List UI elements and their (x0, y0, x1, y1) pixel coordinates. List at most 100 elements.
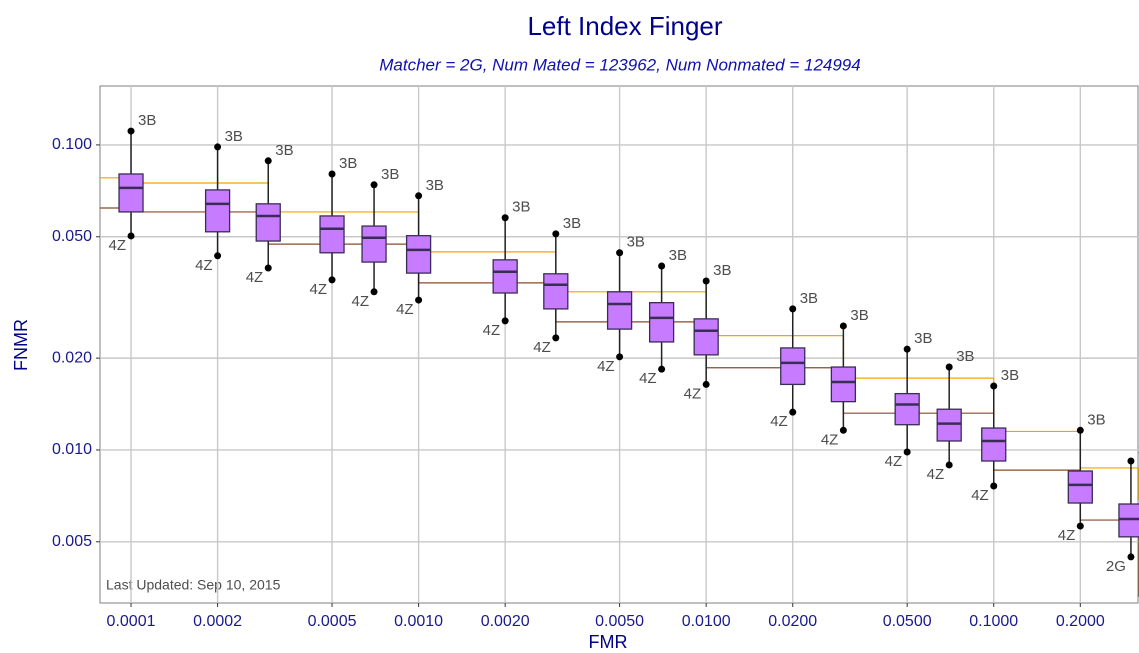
box-group: 3B 4Z (885, 330, 933, 470)
max-point (658, 262, 666, 270)
box (1118, 503, 1139, 538)
max-label: 3B (381, 166, 399, 183)
box (543, 273, 569, 310)
max-point (903, 345, 911, 353)
min-point (789, 408, 797, 416)
min-point (839, 426, 847, 434)
min-label: 4Z (770, 413, 788, 430)
max-point (552, 230, 560, 238)
box (405, 235, 432, 274)
y-tick-label: 0.010 (52, 441, 92, 458)
y-tick-label: 0.050 (52, 228, 92, 245)
box-group: 3B 4Z (310, 155, 358, 298)
max-point (839, 322, 847, 330)
max-point (264, 157, 272, 165)
x-tick-label: 0.0001 (107, 613, 156, 630)
max-label: 3B (1001, 367, 1019, 384)
min-point (1076, 522, 1084, 530)
box (780, 347, 806, 386)
box-group: 3B 4Z (597, 234, 645, 375)
box (936, 408, 962, 442)
chart-subtitle: Matcher = 2G, Num Mated = 123962, Num No… (379, 55, 860, 74)
box-group: 3B 4Z (195, 128, 243, 274)
min-label: 4Z (1058, 527, 1076, 544)
plot-area: 3B 4Z 3B 4Z 3B 4Z 3B 4Z 3B 4Z 3B 4Z 3B 4Z 3B 4Z 3B 4Z 3B 4Z… (100, 86, 1139, 603)
min-label: 4Z (597, 358, 615, 375)
min-point (328, 276, 336, 284)
max-point (1076, 426, 1084, 434)
box (894, 392, 920, 426)
min-label: 4Z (310, 281, 328, 298)
box (204, 189, 231, 233)
min-label: 2G (1106, 558, 1126, 575)
min-point (415, 296, 423, 304)
min-point (264, 264, 272, 272)
grid (100, 86, 1139, 603)
y-tick-label: 0.100 (52, 136, 92, 153)
max-label: 3B (275, 142, 293, 159)
min-label: 4Z (971, 487, 989, 504)
y-axis-label: FNMR (11, 319, 31, 371)
min-point (552, 334, 560, 342)
box-group: 3B 4Z (1058, 411, 1106, 544)
box (361, 225, 387, 263)
max-label: 3B (850, 307, 868, 324)
max-point (328, 170, 336, 178)
box-group: 3B 4Z (483, 199, 531, 339)
min-point (702, 380, 710, 388)
max-point (789, 305, 797, 313)
min-point (1127, 553, 1135, 561)
box (255, 203, 281, 242)
x-tick-label: 0.0010 (394, 613, 443, 630)
max-label: 3B (138, 112, 156, 129)
max-label: 3B (512, 199, 530, 216)
min-label: 4Z (109, 237, 127, 254)
x-tick-label: 0.0050 (595, 613, 644, 630)
box (981, 427, 1007, 462)
min-label: 4Z (821, 431, 839, 448)
max-point (127, 127, 135, 135)
max-label: 3B (627, 234, 645, 251)
max-point (214, 143, 222, 151)
min-label: 4Z (927, 466, 945, 483)
max-point (415, 192, 423, 200)
box-group: 3B 4Z (109, 112, 157, 254)
min-point (214, 252, 222, 260)
min-point (903, 448, 911, 456)
max-label: 3B (956, 348, 974, 365)
box (830, 366, 857, 403)
box-group: 3B 2G (1106, 442, 1139, 575)
max-label: 3B (669, 247, 687, 264)
min-label: 4Z (195, 257, 213, 274)
box (693, 318, 719, 356)
min-label: 4Z (246, 269, 264, 286)
max-label: 3B (800, 290, 818, 307)
x-axis-label: FMR (589, 632, 628, 652)
min-point (616, 353, 624, 361)
box (606, 291, 633, 330)
min-point (990, 482, 998, 490)
x-tick-label: 0.1000 (969, 613, 1018, 630)
min-label: 4Z (483, 322, 501, 339)
x-tick-label: 0.0500 (883, 613, 932, 630)
max-point (616, 249, 624, 257)
min-point (658, 365, 666, 373)
min-label: 4Z (533, 339, 551, 356)
max-label: 3B (914, 330, 932, 347)
box (118, 173, 144, 213)
box-group: 3B 4Z (927, 348, 975, 483)
min-point (127, 232, 135, 240)
x-tick-label: 0.0200 (768, 613, 817, 630)
min-label: 4Z (352, 293, 370, 310)
max-label: 3B (426, 177, 444, 194)
box-group: 3B 4Z (684, 262, 732, 402)
x-tick-label: 0.0002 (193, 613, 242, 630)
min-point (501, 317, 509, 325)
max-label: 3B (563, 215, 581, 232)
x-tick-label: 0.2000 (1056, 613, 1105, 630)
x-tick-label: 0.0005 (308, 613, 357, 630)
box (492, 259, 518, 294)
max-point (1127, 457, 1135, 465)
box-group: 3B 4Z (971, 367, 1019, 504)
